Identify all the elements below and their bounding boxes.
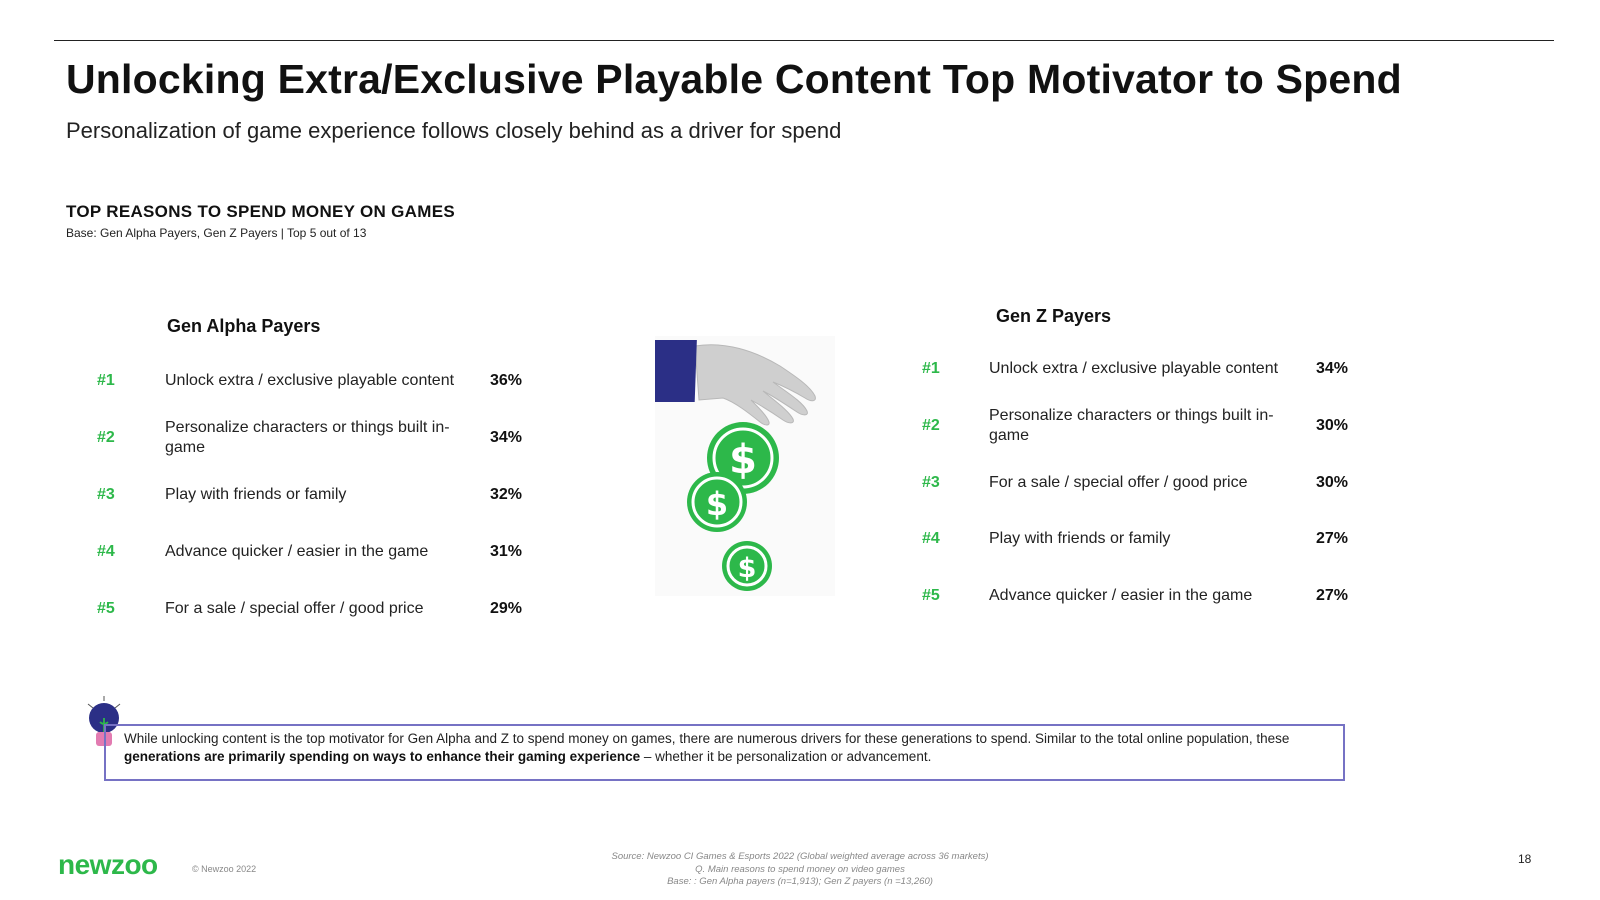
reason-label: Unlock extra / exclusive playable conten… — [165, 372, 455, 389]
percent-value: 27% — [1316, 587, 1349, 604]
percent-value: 30% — [1316, 474, 1349, 491]
hand-dropping-coins-illustration: $ $ $ — [655, 336, 835, 596]
list-item: #3 Play with friends or family 32% — [97, 470, 537, 520]
svg-text:$: $ — [706, 485, 728, 523]
rank-label: #4 — [922, 530, 940, 547]
rank-label: #3 — [97, 486, 115, 503]
list-item: #5 Advance quicker / easier in the game … — [922, 571, 1362, 621]
reason-label: Advance quicker / easier in the game — [165, 543, 429, 560]
source-note: Source: Newzoo CI Games & Esports 2022 (… — [560, 851, 1040, 889]
section-base-note: Base: Gen Alpha Payers, Gen Z Payers | T… — [66, 226, 367, 240]
dollar-coin-icon: $ — [722, 541, 772, 591]
question-line: Q. Main reasons to spend money on video … — [695, 863, 905, 875]
rank-label: #3 — [922, 474, 940, 491]
top-rule — [54, 40, 1554, 41]
gen-alpha-heading: Gen Alpha Payers — [167, 316, 321, 336]
reason-label: Unlock extra / exclusive playable conten… — [989, 360, 1279, 377]
rank-label: #2 — [97, 429, 115, 446]
reason-label: Play with friends or family — [165, 486, 347, 503]
newzoo-logo: newzoo — [58, 849, 158, 880]
rank-label: #5 — [922, 587, 940, 604]
list-item: #1 Unlock extra / exclusive playable con… — [922, 344, 1362, 394]
list-item: #4 Advance quicker / easier in the game … — [97, 527, 537, 577]
percent-value: 32% — [490, 486, 523, 503]
hand-icon — [655, 340, 816, 426]
insight-text-emphasis: generations are primarily spending on wa… — [124, 749, 641, 764]
page-subtitle: Personalization of game experience follo… — [66, 118, 842, 143]
rank-label: #4 — [97, 543, 115, 560]
base-line: Base: : Gen Alpha payers (n=1,913); Gen … — [667, 876, 933, 887]
list-item: #3 For a sale / special offer / good pri… — [922, 458, 1362, 508]
reason-label: Advance quicker / easier in the game — [989, 587, 1253, 604]
section-title: TOP REASONS TO SPEND MONEY ON GAMES — [66, 202, 455, 221]
percent-value: 36% — [490, 372, 523, 389]
gen-z-heading: Gen Z Payers — [996, 306, 1112, 326]
reason-label: For a sale / special offer / good price — [165, 600, 424, 617]
reason-label: For a sale / special offer / good price — [989, 474, 1248, 491]
dollar-coin-icon: $ — [707, 422, 779, 494]
list-item: #4 Play with friends or family 27% — [922, 514, 1362, 564]
insight-text: While unlocking content is the top motiv… — [124, 730, 1334, 766]
rank-label: #1 — [922, 360, 940, 377]
list-item: #2 Personalize characters or things buil… — [97, 413, 537, 463]
list-item: #2 Personalize characters or things buil… — [922, 401, 1362, 451]
reason-label: Personalize characters or things built i… — [989, 407, 1274, 444]
svg-text:$: $ — [729, 437, 757, 483]
list-item: #5 For a sale / special offer / good pri… — [97, 584, 537, 634]
reason-label: Play with friends or family — [989, 530, 1171, 547]
page-number: 18 — [1518, 852, 1532, 866]
rank-label: #2 — [922, 417, 940, 434]
percent-value: 34% — [1316, 360, 1349, 377]
percent-value: 34% — [490, 429, 523, 446]
page-title: Unlocking Extra/Exclusive Playable Conte… — [66, 56, 1402, 102]
percent-value: 27% — [1316, 530, 1349, 547]
insight-box: While unlocking content is the top motiv… — [104, 724, 1345, 781]
copyright-text: © Newzoo 2022 — [192, 864, 257, 874]
dollar-coin-icon: $ — [687, 472, 747, 532]
percent-value: 29% — [490, 600, 523, 617]
insight-text-intro: While unlocking content is the top motiv… — [124, 731, 1290, 746]
source-line: Source: Newzoo CI Games & Esports 2022 (… — [611, 851, 989, 862]
svg-text:$: $ — [738, 553, 757, 584]
insight-text-outro: – whether it be personalization or advan… — [640, 749, 932, 764]
percent-value: 31% — [490, 543, 523, 560]
percent-value: 30% — [1316, 417, 1349, 434]
sleeve-cuff — [655, 340, 697, 402]
reason-label: Personalize characters or things built i… — [165, 419, 450, 456]
rank-label: #5 — [97, 600, 115, 617]
list-item: #1 Unlock extra / exclusive playable con… — [97, 356, 537, 406]
rank-label: #1 — [97, 372, 115, 389]
